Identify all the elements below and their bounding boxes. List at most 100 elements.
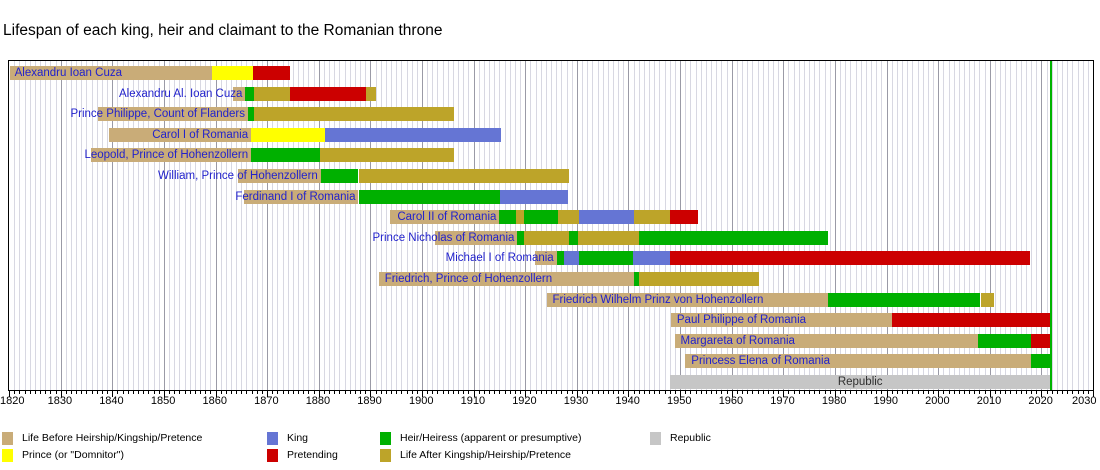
axis-tick-1874 [287, 390, 289, 394]
gridline-1867 [251, 61, 253, 390]
gridline-1826 [40, 61, 41, 390]
bar-segment-carol-ii-of-romania-tan [389, 210, 500, 225]
gridline-1984 [855, 61, 857, 390]
person-label-prince-nicholas-of-romania[interactable]: Prince Nicholas of Romania [372, 231, 515, 244]
bar-segment-alexandru-al-ioan-cuza-red [289, 86, 367, 101]
axis-tick-2014 [1010, 390, 1012, 394]
gridline-1932 [587, 61, 589, 390]
gridline-1861 [220, 61, 222, 390]
gridline-1993 [902, 61, 903, 390]
gridline-1955 [705, 61, 707, 390]
axis-tick-1937 [612, 390, 614, 394]
axis-tick-1824 [29, 390, 31, 394]
axis-label-1960: 1960 [718, 395, 744, 407]
bar-segment-alexandru-ioan-cuza-tan [10, 66, 213, 80]
person-label-friedrich-wilhelm-prinz-von-hohenzollern[interactable]: Friedrich Wilhelm Prinz von Hohenzollern [552, 293, 764, 306]
gridline-2012 [1000, 61, 1002, 390]
axis-tick-1926 [556, 390, 558, 394]
person-label-alexandru-al-ioan-cuza[interactable]: Alexandru Al. Ioan Cuza [119, 87, 243, 100]
person-label-william-prince-of-hohenzollern[interactable]: William, Prince of Hohenzollern [158, 170, 318, 182]
axis-tick-1947 [664, 390, 666, 394]
axis-tick-1957 [716, 390, 718, 394]
axis-tick-1848 [153, 390, 155, 394]
bar-segment-carol-ii-of-romania-olive [515, 210, 525, 225]
gridline-1908 [463, 61, 465, 390]
gridline-1918 [514, 61, 516, 390]
gridline-1862 [225, 61, 227, 390]
axis-tick-1843 [127, 390, 129, 394]
person-label-princess-elena-of-romania[interactable]: Princess Elena of Romania [691, 355, 831, 368]
person-label-prince-philippe-count-of-flanders[interactable]: Prince Philippe, Count of Flanders [70, 108, 245, 121]
axis-tick-2027 [1077, 390, 1079, 394]
axis-tick-1930 [576, 390, 578, 397]
gridline-1914 [494, 61, 496, 390]
axis-tick-1977 [819, 390, 821, 394]
person-label-michael-i-of-romania[interactable]: Michael I of Romania [445, 252, 554, 265]
gridline-1885 [344, 61, 346, 390]
bar-segment-prince-nicholas-of-romania-green [569, 230, 578, 245]
gridline-1980 [834, 61, 836, 390]
axis-tick-1918 [514, 390, 516, 394]
axis-tick-1850 [163, 390, 165, 397]
gridline-1843 [127, 61, 129, 390]
person-label-ferdinand-i-of-romania[interactable]: Ferdinand I of Romania [235, 190, 356, 203]
gridline-1831 [65, 61, 67, 390]
gridline-2018 [1031, 61, 1033, 390]
axis-tick-2018 [1031, 390, 1033, 394]
axis-tick-1855 [189, 390, 191, 394]
gridline-1842 [122, 61, 124, 390]
axis-tick-1995 [912, 390, 914, 394]
axis-tick-1849 [158, 390, 160, 394]
axis-tick-1862 [225, 390, 227, 394]
axis-label-1980: 1980 [821, 395, 847, 407]
gridline-1924 [545, 61, 547, 390]
axis-tick-1884 [339, 390, 341, 394]
axis-tick-1886 [349, 390, 351, 394]
gridline-1961 [736, 61, 738, 390]
axis-label-1820: 1820 [0, 395, 25, 407]
gridline-1958 [721, 61, 723, 390]
gridline-1916 [504, 61, 506, 390]
gridline-1956 [711, 61, 712, 390]
person-label-margareta-of-romania[interactable]: Margareta of Romania [680, 334, 795, 347]
axis-tick-1963 [747, 390, 749, 394]
axis-tick-1964 [752, 390, 754, 394]
gridline-2001 [943, 61, 945, 390]
gridline-1943 [643, 61, 645, 390]
gridline-1949 [674, 61, 676, 390]
gridline-1989 [881, 61, 883, 390]
person-label-paul-philippe-of-romania[interactable]: Paul Philippe of Romania [676, 314, 807, 327]
axis-tick-1994 [907, 390, 909, 394]
bar-segment-alexandru-al-ioan-cuza-tan [233, 86, 246, 101]
axis-tick-1899 [416, 390, 418, 394]
gridline-1934 [597, 61, 599, 390]
gridline-1942 [638, 61, 640, 390]
axis-tick-1940 [628, 390, 630, 397]
gridline-1945 [654, 61, 656, 390]
bar-segment-william-prince-of-hohenzollern-tan [237, 169, 321, 183]
person-label-alexandru-ioan-cuza[interactable]: Alexandru Ioan Cuza [14, 67, 122, 79]
bar-segment-ferdinand-i-of-romania-tan [243, 189, 359, 204]
person-label-carol-i-of-romania[interactable]: Carol I of Romania [152, 128, 249, 141]
axis-tick-2011 [994, 390, 996, 394]
person-label-leopold-prince-of-hohenzollern[interactable]: Leopold, Prince of Hohenzollern [84, 149, 249, 162]
bar-segment-carol-i-of-romania-tan [109, 127, 252, 142]
axis-tick-1914 [494, 390, 496, 394]
axis-tick-2016 [1020, 390, 1022, 394]
gridline-1919 [520, 61, 521, 390]
gridline-1925 [551, 61, 552, 390]
person-label-friedrich-prince-of-hohenzollern[interactable]: Friedrich, Prince of Hohenzollern [384, 273, 553, 285]
bar-segment-leopold-prince-of-hohenzollern-green [251, 148, 320, 163]
gridline-1899 [416, 61, 418, 390]
axis-tick-2020 [1041, 390, 1043, 397]
gridline-2007 [974, 61, 976, 390]
gridline-1902 [432, 61, 434, 390]
person-label-carol-ii-of-romania[interactable]: Carol II of Romania [397, 211, 497, 224]
gridline-2011 [994, 61, 996, 390]
axis-tick-1908 [463, 390, 465, 394]
axis-tick-1978 [824, 390, 826, 394]
gridline-2000 [938, 61, 940, 390]
axis-tick-1938 [618, 390, 620, 394]
axis-tick-1885 [344, 390, 346, 394]
gridline-1988 [876, 61, 878, 390]
